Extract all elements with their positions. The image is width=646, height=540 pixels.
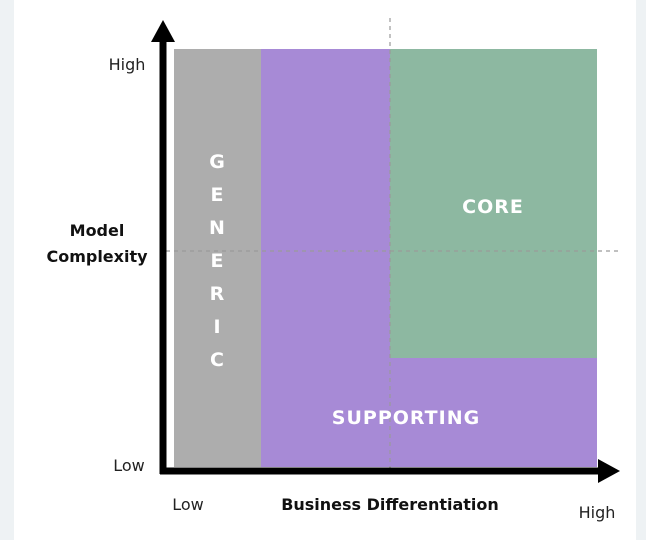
core-region (390, 49, 597, 358)
generic-letter: C (210, 349, 224, 371)
generic-letter: E (211, 184, 224, 206)
y-axis-arrowhead (151, 20, 175, 42)
generic-letter: I (213, 316, 220, 338)
x-axis-low-label: Low (172, 495, 204, 514)
core-label: CORE (462, 196, 524, 218)
right-edge-strip (636, 0, 646, 540)
y-axis-high-label: High (109, 55, 146, 74)
x-axis-high-label: High (579, 503, 616, 522)
y-axis-low-label: Low (113, 456, 145, 475)
generic-letter: E (211, 250, 224, 272)
supporting-label: SUPPORTING (332, 407, 480, 429)
y-axis-title-line1: Model (70, 221, 125, 240)
generic-letter: N (209, 217, 225, 239)
generic-letter: R (210, 283, 225, 305)
x-axis-title: Business Differentiation (281, 495, 499, 514)
generic-letter: G (209, 151, 225, 173)
y-axis-title-line2: Complexity (46, 247, 148, 266)
left-edge-strip (0, 0, 14, 540)
x-axis-arrowhead (598, 459, 620, 483)
generic-region (174, 49, 261, 467)
